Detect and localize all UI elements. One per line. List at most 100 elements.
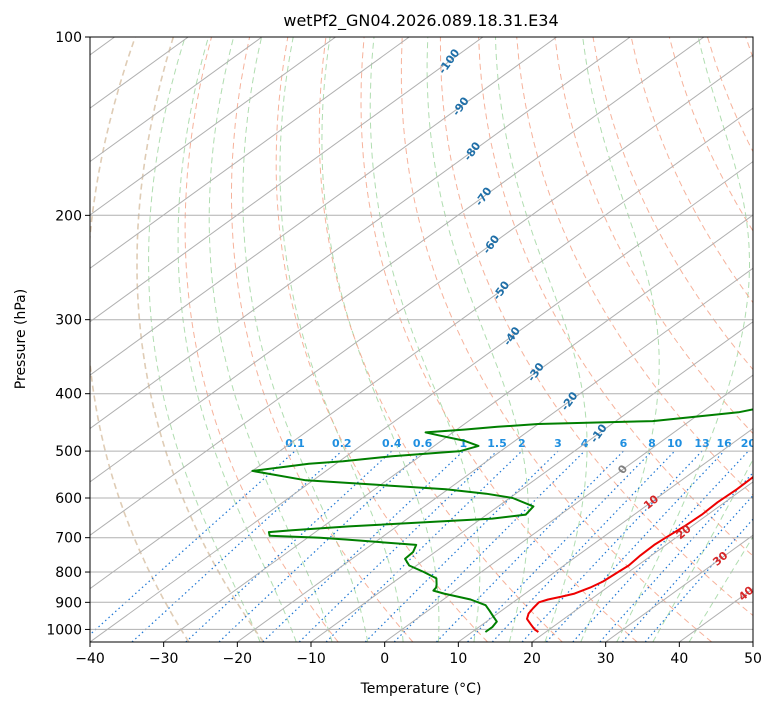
x-tick-label: −30 [149, 651, 179, 667]
moist-adiabat-line [652, 458, 753, 642]
y-tick-label: 900 [55, 595, 82, 611]
pressure-gridlines [90, 37, 753, 630]
mixing-ratio-label: 2 [518, 437, 526, 450]
x-axis-label: Temperature (°C) [360, 681, 482, 697]
isotherm-label: -20 [558, 389, 580, 413]
isotherm-label: -50 [490, 278, 512, 302]
moist-adiabat-line [148, 37, 261, 642]
mixing-ratio-line [599, 471, 753, 642]
isotherm-line [90, 37, 336, 216]
y-tick-label: 600 [55, 491, 82, 507]
y-tick-label: 700 [55, 531, 82, 547]
y-tick-label: 800 [55, 565, 82, 581]
mixing-ratio-label: 13 [694, 437, 709, 450]
mixing-ratio-line [393, 450, 586, 642]
mixing-ratio-label: 3 [554, 437, 562, 450]
isotherm-label: -70 [473, 185, 495, 209]
mixing-ratio-label: 8 [648, 437, 656, 450]
dry-adiabat-line [439, 37, 753, 617]
x-axis-ticks: −40 −30 −20 −10 0 10 20 30 40 50 [75, 642, 762, 667]
moist-adiabat-line [369, 37, 481, 642]
isotherm-line [90, 37, 705, 483]
y-tick-label: 500 [55, 444, 82, 460]
dewpoint-line [251, 408, 753, 633]
mixing-ratio-label: 0.1 [285, 437, 305, 450]
x-tick-label: −20 [223, 651, 253, 667]
isotherm-line [679, 587, 753, 642]
moist-adiabat-line [321, 37, 440, 642]
mixing-ratio-lines: 0.10.20.40.611.52346810131620253036 [90, 437, 775, 642]
mixing-ratio-label: 0.2 [332, 437, 352, 450]
moist-adiabat-line [208, 37, 333, 642]
x-tick-label: 30 [597, 651, 615, 667]
mixing-ratio-line [621, 494, 753, 642]
mixing-ratio-line [491, 450, 676, 642]
x-tick-label: −40 [75, 651, 105, 667]
mixing-ratio-line [467, 450, 653, 642]
dry-adiabat-line [231, 37, 414, 642]
isotherm-line [90, 37, 557, 376]
dry-adiabat-line [136, 37, 265, 642]
x-tick-label: 0 [380, 651, 389, 667]
isotherm-line [384, 374, 753, 642]
adiabat-label: 10 [641, 492, 661, 512]
mixing-ratio-label: 0.4 [382, 437, 402, 450]
dry-adiabat-line [400, 37, 713, 642]
moist-adiabat-line [616, 37, 750, 642]
isotherm-label: -10 [588, 421, 610, 445]
dry-adiabat-line [360, 37, 638, 642]
temperature-line [526, 475, 753, 633]
moist-adiabat-line [279, 37, 404, 642]
mixing-ratio-label: 16 [717, 437, 733, 450]
dry-adiabat-line [554, 37, 753, 435]
mixing-ratio-label: 0.6 [413, 437, 433, 450]
dry-adiabat-line [184, 37, 339, 642]
isotherm-label: 0 [615, 462, 630, 476]
sounding-series [251, 408, 753, 633]
mixing-ratio-line [90, 450, 296, 636]
isotherm-line [605, 534, 753, 642]
mixing-ratio-label: 10 [667, 437, 683, 450]
isotherm-label: -100 [436, 46, 463, 76]
moist-adiabat-line [426, 37, 529, 642]
mixing-ratio-line [218, 450, 424, 642]
moist-adiabat-line [688, 535, 753, 642]
isotherm-line [90, 160, 753, 642]
moist-adiabat-line [495, 37, 588, 642]
isotherm-label: -30 [525, 360, 547, 384]
dry-adiabats [90, 37, 753, 642]
adiabat-label: 30 [710, 549, 730, 569]
moist-adiabats [148, 37, 753, 642]
isotherm-line [90, 54, 753, 536]
chart-title: wetPf2_GN04.2026.089.18.31.E34 [283, 11, 558, 31]
isotherm-line [90, 37, 410, 269]
x-tick-label: 50 [744, 651, 762, 667]
y-axis-ticks: 100 200 300 400 500 600 700 800 900 1000 [46, 30, 90, 638]
mixing-ratio-line [545, 450, 725, 642]
isotherm-label: -60 [480, 232, 502, 256]
plot-frame [89, 36, 754, 643]
plot-area: 0.10.20.40.611.52346810131620253036 -100… [90, 37, 775, 642]
x-tick-label: 10 [449, 651, 467, 667]
x-tick-label: −10 [296, 651, 326, 667]
mixing-ratio-label: 1.5 [487, 437, 507, 450]
y-tick-label: 300 [55, 313, 82, 329]
mixing-ratio-line [262, 450, 464, 642]
mixing-ratio-line [435, 450, 624, 642]
mixing-ratio-label: 1 [459, 437, 467, 450]
dry-adiabat-line [318, 37, 563, 642]
isotherm-line [458, 427, 753, 642]
isotherm-line [90, 107, 753, 590]
dry-adiabat-line [275, 37, 488, 642]
y-tick-label: 1000 [46, 622, 82, 638]
y-tick-label: 100 [55, 30, 82, 46]
mixing-ratio-label: 25 [765, 437, 775, 450]
moist-adiabat-line [242, 37, 369, 642]
isotherm-label: -90 [450, 94, 472, 118]
x-tick-label: 20 [523, 651, 541, 667]
dry-adiabat-line [745, 37, 753, 60]
mixing-ratio-line [298, 450, 498, 642]
dry-adiabat-line [90, 37, 190, 642]
isotherms [90, 37, 753, 642]
